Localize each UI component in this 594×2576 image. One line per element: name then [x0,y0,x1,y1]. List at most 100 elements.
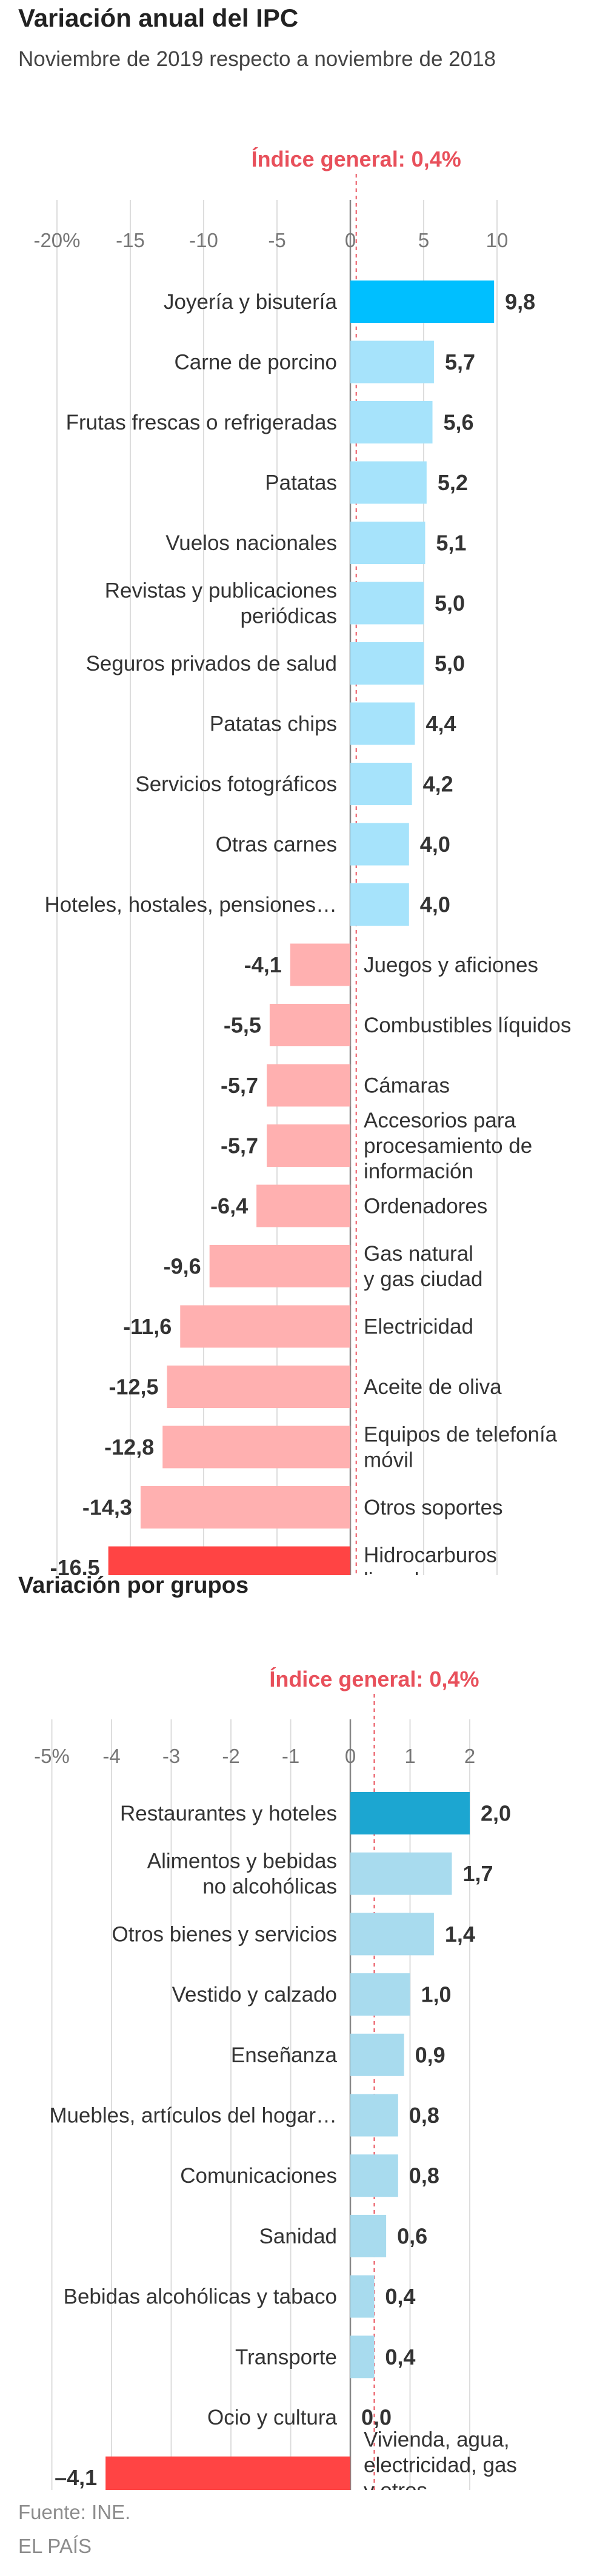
category-label: Combustibles líquidos [364,1014,571,1037]
category-label: Patatas [265,471,337,494]
bar [350,642,424,685]
category-label: Ordenadores [364,1194,487,1218]
category-label: Bebidas alcohólicas y tabaco [64,2285,337,2308]
category-label-line: Seguros privados de salud [86,652,337,676]
category-label-line: Otros soportes [364,1496,503,1519]
bar [350,823,409,866]
bar [350,340,434,383]
category-label: Otros bienes y servicios [112,1922,337,1946]
category-label: Comunicaciones [180,2164,337,2188]
bar [180,1305,350,1348]
bar [350,2214,387,2257]
category-label: Restaurantes y hoteles [120,1802,337,1825]
category-label: Ocio y cultura [207,2406,337,2429]
reference-label: Índice general: 0,4% [252,147,461,171]
category-label: Aceite de oliva [364,1375,502,1399]
category-label: Carne de porcino [175,350,338,374]
category-label-line: Juegos y aficiones [364,953,538,977]
category-label-line: Accesorios para [364,1109,516,1132]
category-label-line: Patatas [265,471,337,494]
category-label: Patatas chips [210,712,337,735]
value-label: 9,8 [505,290,535,314]
value-label: 5,2 [438,470,468,495]
category-label-line: y gas ciudad [364,1267,483,1291]
category-label: Equipos de telefonía móvil [364,1422,558,1472]
x-tick-label: -10 [189,229,218,251]
x-tick-label: -2 [222,1745,239,1767]
x-tick-label: 5 [418,229,429,251]
bar [350,2154,398,2197]
x-tick-label: 0 [345,1745,356,1767]
category-label-line: Sanidad [259,2224,337,2248]
category-label-line: no alcohólicas [202,1874,337,1898]
value-label: 5,1 [436,531,466,556]
value-label: -5,7 [221,1073,258,1098]
value-label: 2,0 [481,1801,511,1826]
category-label: Hidrocarburos licuados [364,1543,497,1575]
category-label: Sanidad [259,2224,337,2248]
value-label: 0,6 [397,2223,427,2248]
category-label-line: electricidad, gas [364,2453,517,2477]
value-label: –4,1 [55,2465,97,2490]
category-label-line: Vestido y calzado [172,1983,337,2007]
x-tick-label: -20% [33,229,80,251]
bar [350,281,495,323]
category-label: Revistas y publicaciones periódicas [105,579,337,628]
bar [267,1124,350,1167]
x-tick-label: 10 [486,229,509,251]
category-label-line: Carne de porcino [175,350,338,374]
category-label-line: Patatas chips [210,712,337,735]
bar [350,702,415,745]
bar [350,2094,398,2137]
chart-title: Variación anual del IPC [18,4,299,32]
category-label-line: Otros bienes y servicios [112,1922,337,1946]
bar [350,2335,375,2378]
category-label-line: Cámaras [364,1074,450,1097]
value-label: 1,4 [445,1922,475,1947]
bar [350,2033,404,2076]
bar [209,1245,350,1287]
category-label: Electricidad [364,1315,473,1338]
category-label: Vuelos nacionales [165,531,337,555]
x-tick-label: -3 [162,1745,180,1767]
bar [350,763,412,805]
category-label: Otros soportes [364,1496,503,1519]
category-label: Vivienda, agua,electricidad, gasy otrosc… [364,2428,517,2490]
value-label: 1,0 [421,1982,452,2007]
category-label: Transporte [235,2345,337,2369]
category-label-line: móvil [364,1448,413,1472]
chart-ipc-items: Índice general: 0,4% -20% -15 -10 -5 0 5 10 Joye… [33,147,571,1575]
category-label-line: Comunicaciones [180,2164,337,2188]
category-label: Vestido y calzado [172,1983,337,2007]
value-label: 5,0 [435,591,465,616]
category-label-line: Vuelos nacionales [165,531,337,555]
category-label: Muebles, artículos del hogar… [49,2103,337,2127]
category-label-line: periódicas [240,604,337,628]
category-label: Joyería y bisutería [164,290,337,314]
x-tick-label: -5 [268,229,285,251]
category-label-line: Electricidad [364,1315,473,1338]
value-label: 0,4 [385,2345,415,2369]
value-label: -6,4 [210,1193,248,1218]
category-label: Gas natural y gas ciudad [364,1242,483,1291]
category-label-line: licuados [364,1569,441,1575]
category-label: Otras carnes [216,832,337,856]
chart-subtitle: Noviembre de 2019 respecto a noviembre d… [18,47,496,71]
category-label-line: Bebidas alcohólicas y tabaco [64,2285,337,2308]
category-label-line: información [364,1160,473,1183]
category-label-line: Ocio y cultura [207,2406,337,2429]
x-tick-label: -15 [116,229,145,251]
category-label: Accesorios para procesamiento de informaci… [364,1109,532,1183]
category-label-line: Hoteles, hostales, pensiones… [45,893,338,917]
value-label: -5,7 [221,1134,258,1158]
value-label: -11,6 [123,1314,172,1339]
category-label: Enseñanza [231,2043,338,2066]
category-label-line: y otros [364,2478,427,2490]
bar [269,1004,350,1046]
value-label: 0,4 [385,2284,415,2309]
bar [350,2275,375,2318]
value-label: 5,0 [435,651,465,676]
bar [256,1184,350,1227]
category-label-line: Restaurantes y hoteles [120,1802,337,1825]
value-label: -12,5 [108,1375,158,1399]
